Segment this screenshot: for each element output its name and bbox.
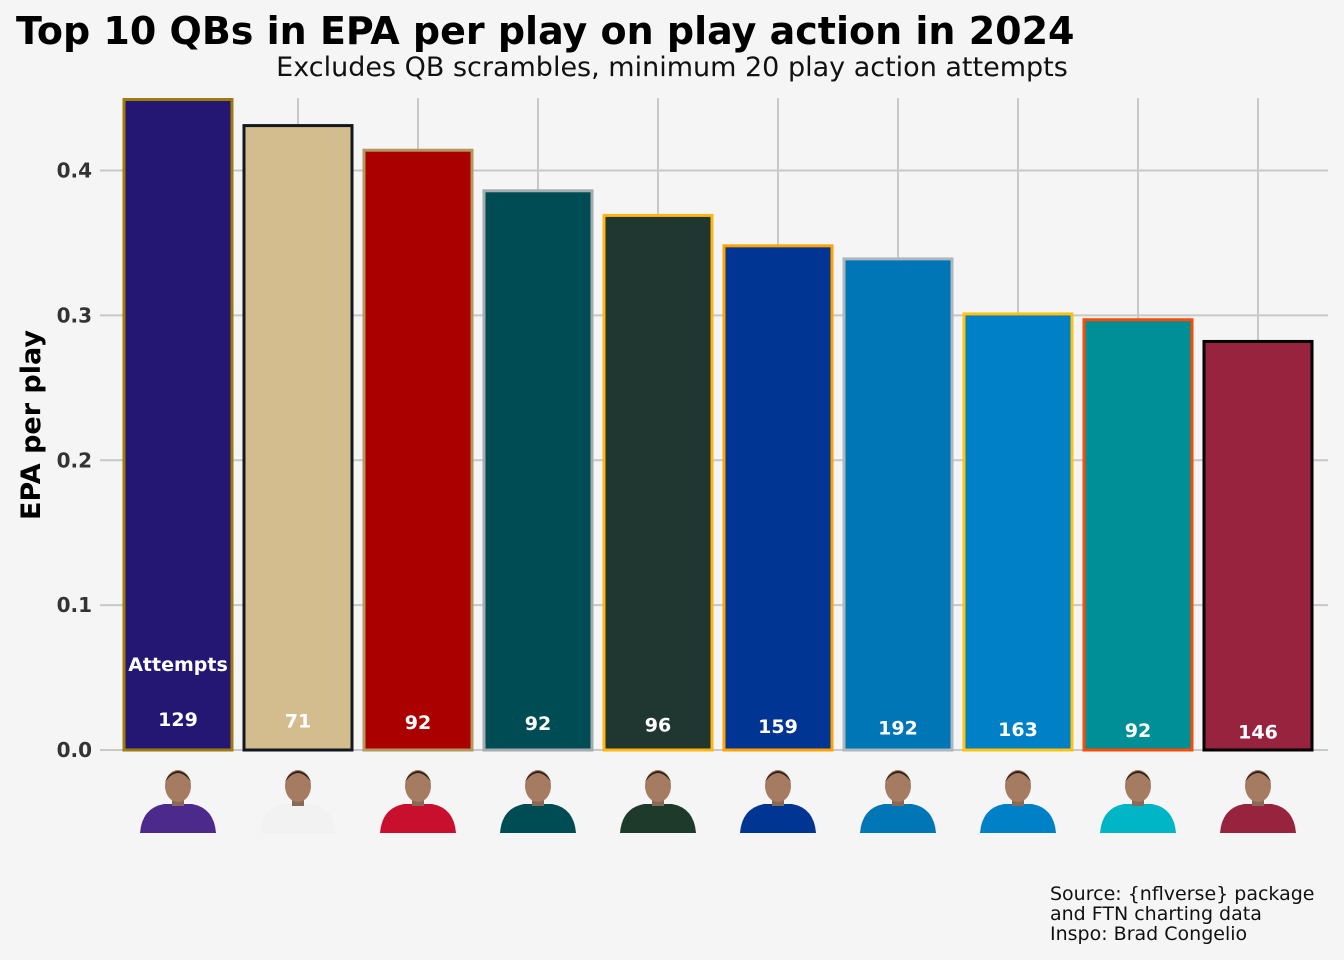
player-headshot <box>260 770 336 833</box>
player-headshot <box>740 770 816 833</box>
face-shape <box>285 770 311 802</box>
hair-shape <box>645 771 671 782</box>
attempts-value: 129 <box>158 709 198 731</box>
jersey-shape <box>1220 804 1296 833</box>
jersey-shape <box>620 804 696 833</box>
face-shape <box>885 770 911 802</box>
jersey-shape <box>260 804 336 833</box>
attempts-value: 96 <box>645 715 671 737</box>
hair-shape <box>285 771 311 782</box>
player-headshot <box>980 770 1056 833</box>
y-tick-label: 0.0 <box>57 738 92 762</box>
y-tick-label: 0.1 <box>57 593 92 617</box>
face-shape <box>525 770 551 802</box>
attempts-annotation: Attempts <box>128 654 228 676</box>
bar <box>242 124 354 752</box>
attempts-value: 71 <box>285 710 311 732</box>
hair-shape <box>1125 771 1151 782</box>
player-headshot <box>1220 770 1296 833</box>
attempts-value: 92 <box>405 712 431 734</box>
hair-shape <box>405 771 431 782</box>
jersey-shape <box>860 804 936 833</box>
face-shape <box>1005 770 1031 802</box>
bar <box>962 312 1074 752</box>
y-tick-label: 0.2 <box>57 448 92 472</box>
attempts-value: 163 <box>998 719 1038 741</box>
bar <box>362 148 474 752</box>
caption-line-3: Inspo: Brad Congelio <box>1050 923 1247 945</box>
face-shape <box>1125 770 1151 802</box>
hair-shape <box>885 771 911 782</box>
jersey-shape <box>140 804 216 833</box>
y-tick-label: 0.3 <box>57 303 92 327</box>
jersey-shape <box>1100 804 1176 833</box>
face-shape <box>645 770 671 802</box>
attempts-value: 192 <box>878 717 918 739</box>
bar-value-labels: 129 71 92 92 96 159 192 163 92 146 <box>158 709 1278 744</box>
player-headshot <box>620 770 696 833</box>
player-headshot <box>500 770 576 833</box>
jersey-shape <box>980 804 1056 833</box>
hair-shape <box>1245 771 1271 782</box>
face-shape <box>765 770 791 802</box>
face-shape <box>165 770 191 802</box>
bar <box>1082 318 1194 752</box>
player-headshot <box>1100 770 1176 833</box>
player-headshot <box>140 770 216 833</box>
caption: Source: {nflverse} package and FTN chart… <box>1050 883 1314 945</box>
bar <box>602 213 714 752</box>
player-headshot <box>860 770 936 833</box>
attempts-value: 92 <box>1125 720 1151 742</box>
bar <box>122 98 234 752</box>
bar <box>722 244 834 752</box>
y-tick-label: 0.4 <box>57 159 92 183</box>
hair-shape <box>525 771 551 782</box>
jersey-shape <box>500 804 576 833</box>
chart-title: Top 10 QBs in EPA per play on play actio… <box>16 9 1074 53</box>
y-axis-ticks: 0.0 0.1 0.2 0.3 0.4 <box>57 159 92 763</box>
player-headshot <box>380 770 456 833</box>
bar <box>482 189 594 752</box>
face-shape <box>1245 770 1271 802</box>
bar <box>1202 339 1314 752</box>
caption-line-2: and FTN charting data <box>1050 903 1262 925</box>
hair-shape <box>165 771 191 782</box>
jersey-shape <box>380 804 456 833</box>
chart-subtitle: Excludes QB scrambles, minimum 20 play a… <box>276 52 1068 83</box>
hair-shape <box>1005 771 1031 782</box>
bars <box>122 98 1314 752</box>
caption-line-1: Source: {nflverse} package <box>1050 883 1314 905</box>
face-shape <box>405 770 431 802</box>
hair-shape <box>765 771 791 782</box>
attempts-value: 159 <box>758 716 798 738</box>
attempts-value: 146 <box>1238 722 1278 744</box>
bar <box>842 257 954 752</box>
player-headshots <box>140 770 1296 833</box>
attempts-value: 92 <box>525 713 551 735</box>
y-axis-label: EPA per play <box>16 330 47 520</box>
jersey-shape <box>740 804 816 833</box>
